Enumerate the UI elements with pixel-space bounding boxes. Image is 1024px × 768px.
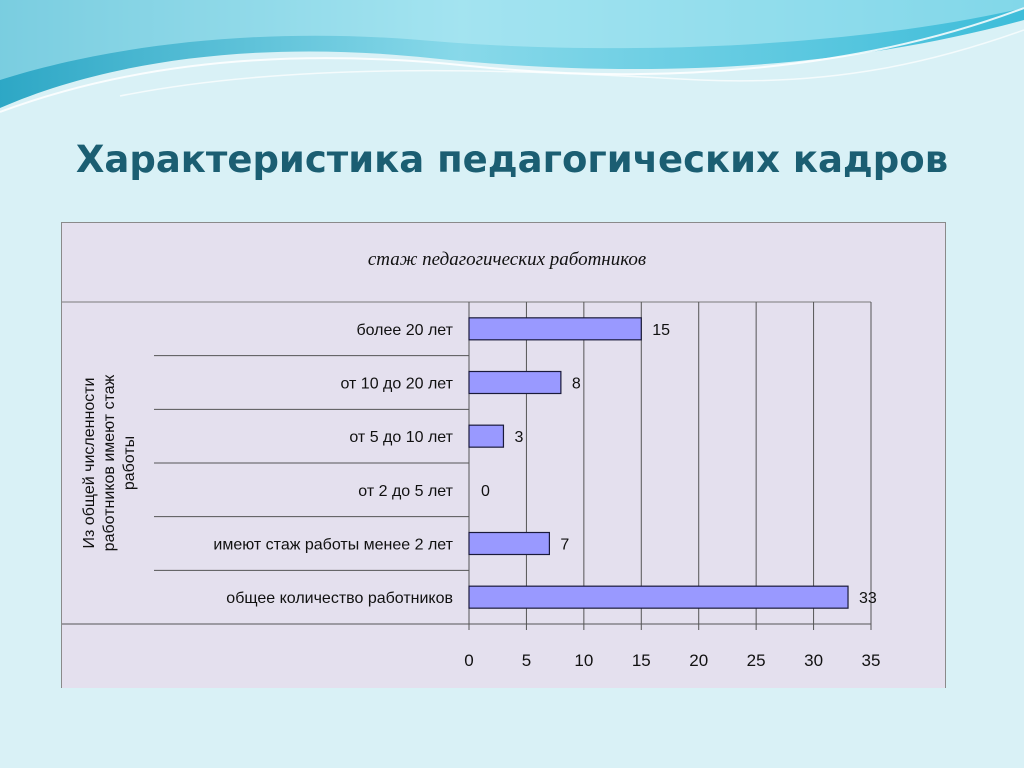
- x-tick-label: 25: [747, 651, 766, 670]
- category-label: от 5 до 10 лет: [349, 429, 453, 446]
- x-axis-ticks: 0 5 10 15 20 25 30 35: [464, 651, 880, 670]
- bar: [468, 317, 642, 341]
- bar: [468, 424, 505, 448]
- data-label: 15: [652, 322, 670, 339]
- bar: [468, 531, 551, 556]
- header-wave-decoration: [0, 0, 1024, 113]
- bar: [468, 370, 562, 395]
- chart-title: стаж педагогических работников: [368, 249, 646, 270]
- data-label: 7: [560, 537, 569, 554]
- x-tick-label: 5: [522, 651, 531, 670]
- data-label: 3: [514, 429, 523, 446]
- bars: [468, 317, 849, 609]
- y-axis-title-line-2: работников имеют стаж: [101, 374, 118, 551]
- gridlines: [62, 301, 872, 630]
- category-label: имеют стаж работы менее 2 лет: [213, 537, 453, 554]
- category-label: более 20 лет: [356, 322, 453, 339]
- category-labels: более 20 лет от 10 до 20 лет от 5 до 10 ле…: [213, 322, 453, 607]
- y-axis-title-line-3: работы: [121, 436, 138, 490]
- category-separators: [154, 355, 469, 571]
- x-tick-label: 20: [689, 651, 708, 670]
- bar: [468, 585, 849, 609]
- y-axis-title-line-1: Из общей численности: [81, 378, 98, 549]
- data-label: 8: [572, 376, 581, 393]
- x-tick-label: 30: [804, 651, 823, 670]
- x-tick-label: 0: [464, 651, 473, 670]
- data-label: 33: [859, 590, 877, 607]
- data-label: 0: [481, 483, 490, 500]
- slide-title: Характеристика педагогических кадров: [75, 138, 949, 181]
- x-tick-label: 10: [574, 651, 593, 670]
- x-tick-label: 35: [862, 651, 881, 670]
- chart-frame: стаж педагогических работников Из общей …: [61, 222, 946, 688]
- category-label: от 2 до 5 лет: [358, 483, 453, 500]
- data-labels: 15 8 3 0 7 33: [481, 322, 877, 607]
- category-label: общее количество работников: [226, 590, 453, 607]
- bar-chart: стаж педагогических работников Из общей …: [62, 249, 880, 670]
- category-label: от 10 до 20 лет: [340, 376, 453, 393]
- x-tick-label: 15: [632, 651, 651, 670]
